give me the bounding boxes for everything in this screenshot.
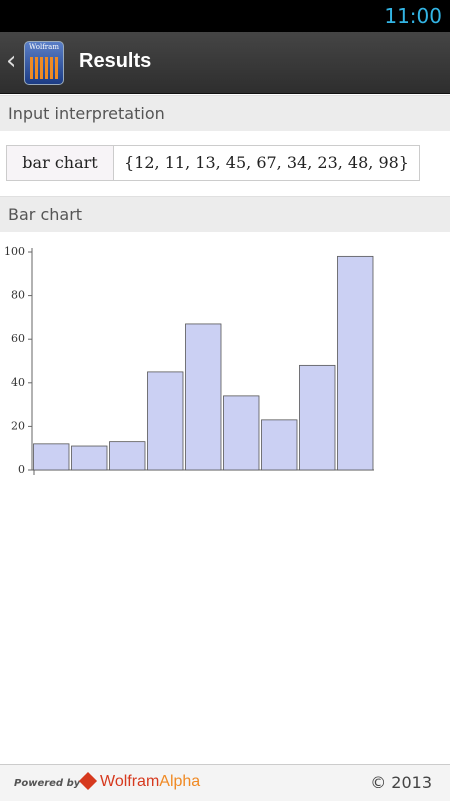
bar — [185, 323, 222, 471]
input-cell: {12, 11, 13, 45, 67, 34, 23, 48, 98} — [113, 145, 420, 181]
section-header: Bar chart — [0, 196, 450, 232]
app-icon[interactable]: Wolfram — [24, 41, 64, 85]
y-tick-label: 80 — [11, 289, 25, 302]
chart: 0 20 40 60 80 100 — [4, 245, 374, 476]
section-title: Input interpretation — [8, 104, 165, 123]
y-tick-label: 0 — [18, 463, 25, 476]
clock: 11:00 — [384, 4, 442, 28]
y-tick-label: 100 — [4, 245, 25, 258]
powered-by: Powered by — [14, 778, 81, 789]
input-cell: bar chart — [6, 145, 114, 181]
bar — [261, 419, 298, 471]
back-button[interactable]: ‹ — [6, 46, 17, 76]
screen-title: Results — [79, 50, 152, 72]
bar — [33, 443, 70, 471]
bar — [299, 364, 336, 471]
brand-alpha: Alpha — [159, 773, 201, 790]
y-tick-label: 40 — [11, 376, 25, 389]
bar — [223, 395, 260, 471]
copyright: © 2013 — [370, 773, 432, 792]
section-title: Bar chart — [8, 205, 83, 224]
action-bar: ‹ Wolfram Results — [0, 32, 450, 94]
bar — [109, 441, 146, 471]
logo — [78, 771, 98, 791]
brand-wolfram: Wolfram — [100, 773, 160, 790]
y-tick-label: 20 — [11, 419, 25, 432]
footer: Powered by WolframAlpha © 2013 — [0, 764, 450, 801]
brand[interactable]: WolframAlpha — [100, 773, 200, 791]
bar — [71, 445, 108, 471]
section-header: Input interpretation — [0, 95, 450, 131]
icon-graphic — [30, 57, 58, 79]
status-bar: 11:00 — [0, 0, 450, 32]
bar — [147, 371, 184, 471]
bar — [337, 255, 374, 471]
icon-label: Wolfram — [29, 43, 59, 51]
y-tick-label: 60 — [11, 332, 25, 345]
